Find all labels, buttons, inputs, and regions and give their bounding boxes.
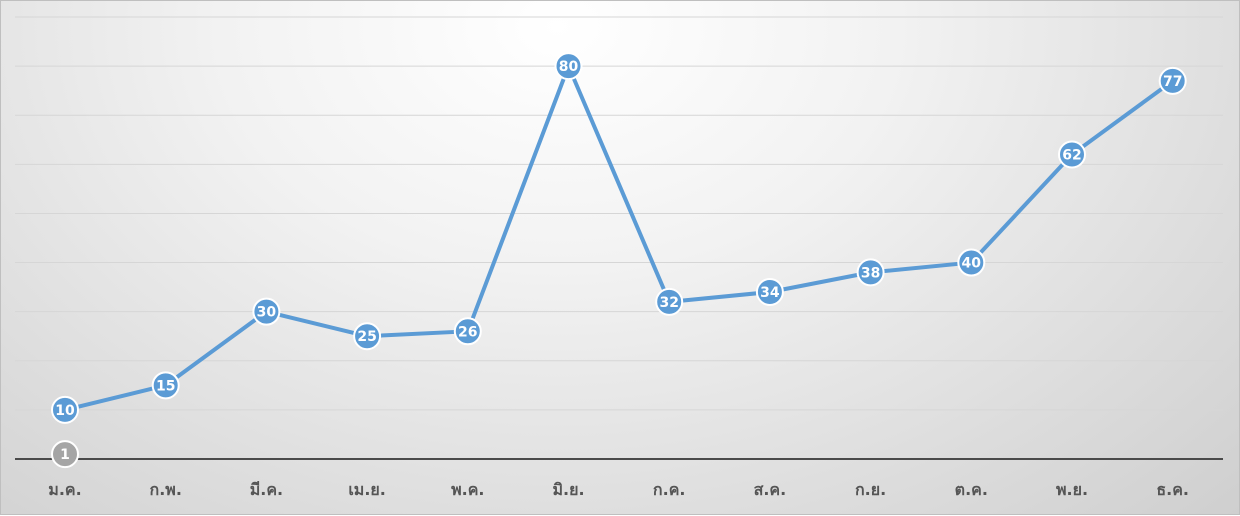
x-tick-label: เม.ย.	[348, 480, 386, 499]
data-label: 32	[659, 295, 678, 311]
x-tick-label: พ.ค.	[451, 480, 484, 499]
data-point-marker	[655, 287, 684, 316]
data-label: 77	[1163, 74, 1182, 90]
data-label: 62	[1062, 148, 1081, 164]
data-label: 15	[156, 378, 175, 394]
x-tick-label: ม.ค.	[48, 480, 81, 499]
x-tick-label: ก.ย.	[855, 480, 886, 499]
data-point-marker	[353, 322, 382, 351]
data-point-marker	[453, 317, 482, 346]
x-tick-label: ก.ค.	[653, 480, 686, 499]
data-label: 30	[257, 305, 277, 321]
x-tick-label: ส.ค.	[754, 480, 787, 499]
data-label: 25	[357, 329, 376, 345]
x-tick-label: พ.ย.	[1056, 480, 1088, 499]
data-label: 34	[760, 285, 780, 301]
data-label: 1	[60, 447, 70, 463]
x-tick-label: มี.ค.	[250, 480, 283, 499]
data-label: 40	[962, 256, 982, 272]
data-point-marker	[755, 278, 784, 307]
x-tick-label: ต.ค.	[955, 480, 988, 499]
data-point-marker	[957, 248, 986, 277]
x-tick-label: มิ.ย.	[552, 480, 584, 499]
data-point-marker	[252, 297, 281, 326]
x-tick-label: ก.พ.	[150, 480, 182, 499]
series-line	[63, 64, 1175, 412]
data-label: 38	[861, 265, 880, 281]
data-label: 26	[458, 324, 477, 340]
data-point-marker	[1158, 66, 1187, 95]
data-point-marker	[151, 371, 180, 400]
data-point-marker	[856, 258, 885, 287]
data-point-marker	[1058, 140, 1086, 169]
x-tick-label: ธ.ค.	[1156, 480, 1189, 499]
data-label: 10	[55, 403, 75, 419]
data-point-marker	[554, 52, 583, 81]
data-point-marker	[51, 440, 79, 469]
data-point-marker	[51, 395, 79, 424]
data-label: 80	[559, 59, 579, 75]
